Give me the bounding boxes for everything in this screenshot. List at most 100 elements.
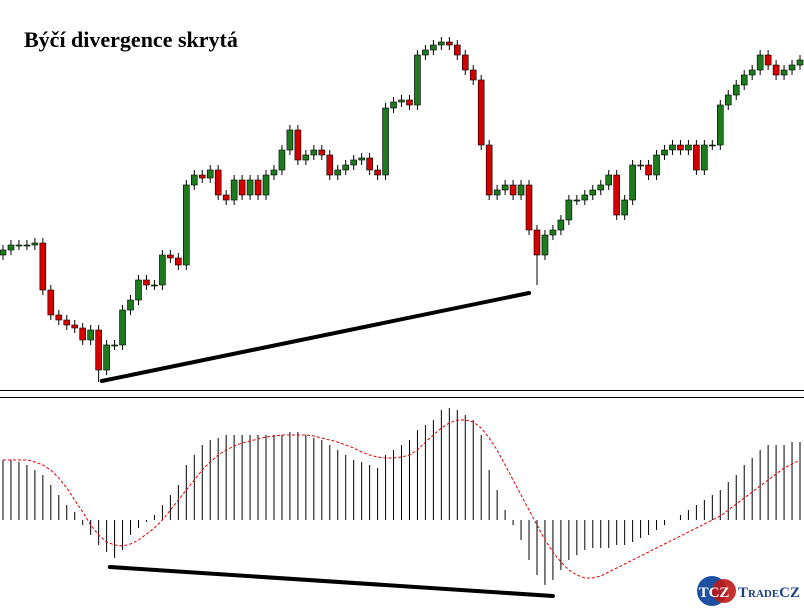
candle-body [47,289,55,316]
candle-body [613,174,620,216]
candle-body [103,344,110,371]
candle-body [493,189,501,196]
candle-body [127,299,134,311]
candle-body [350,159,357,166]
candle-body [302,154,310,161]
candle-body [756,54,764,71]
candle-body [621,199,628,216]
candle-body [430,44,437,51]
candle-body [438,41,445,46]
candle-body [645,164,652,176]
candle-body [159,254,166,286]
candle-body [95,329,102,371]
candle-body [0,249,7,256]
candle-body [31,242,39,246]
candle-body [382,107,389,176]
candle-body [501,184,509,191]
candle-body [446,41,453,46]
candle-body [222,194,230,201]
candle-body [358,157,365,161]
candle-body [167,254,174,259]
candle-body [214,169,222,196]
candle-body [629,164,636,201]
candle-body [254,179,262,196]
candle-body [477,79,485,146]
candle-body [780,69,788,76]
candle-body [732,84,740,96]
candle-body [724,94,732,106]
candle-body [701,144,708,171]
candle-body [709,144,716,147]
candle-body [190,174,198,186]
plot-area [0,37,804,598]
candle-body [374,169,381,176]
candle-body [55,314,63,321]
candle-body [310,149,318,156]
candle-body [764,54,772,66]
logo: TCZ TradeCZ [690,576,804,611]
candle-body [175,257,182,266]
candle-body [509,184,517,196]
candle-body [693,144,700,171]
signal-line [3,419,801,579]
divergence-line [107,565,555,598]
candle-body [669,144,676,151]
candle-body [87,329,94,341]
candle-body [581,194,589,201]
candle-body [788,64,796,71]
candle-body [63,319,71,326]
candle-body [453,44,461,56]
candle-body [183,184,190,266]
candle-body [461,54,469,71]
candle-body [79,327,86,341]
candle-body [262,174,270,196]
candle-body [246,179,254,196]
candle-body [661,149,668,156]
candle-body [15,244,23,247]
candle-body [485,144,493,196]
candle-body [605,174,613,186]
candle-body [557,219,565,231]
candle-body [366,157,373,171]
candle-body [119,309,126,346]
candle-body [318,149,326,156]
candle-body [71,324,79,329]
candle-body [517,184,525,196]
candle-body [716,104,724,146]
candle-body [23,244,31,247]
chart-title: Býčí divergence skrytá [24,27,238,52]
logo-name: TradeCZ [738,585,800,601]
candle-body [685,144,692,151]
candle-body [342,164,350,171]
candle-body [525,184,533,231]
candle-body [135,279,142,301]
candle-body [151,284,158,287]
candle-body [270,169,278,176]
candle-body [238,179,246,196]
candle-body [549,229,557,236]
candle-body [541,234,549,256]
candle-body [597,184,605,191]
logo-mark: TCZ [699,585,730,601]
candle-body [414,54,421,106]
candle-body [637,164,644,167]
logo-circle [712,579,736,603]
candle-body [7,244,15,251]
candle-body [286,129,294,151]
candle-body [326,154,334,176]
candle-body [398,99,405,103]
divergence-line [99,291,532,383]
candle-body [740,74,748,86]
candle-body [422,49,429,56]
candle-body [533,229,541,256]
candle-body [39,242,47,291]
candle-body [111,344,118,347]
candle-body [796,59,804,66]
candle-body [573,199,581,202]
candle-body [294,129,302,161]
candle-body [653,154,660,176]
candle-body [143,279,150,286]
candle-body [206,169,214,179]
candle-body [334,169,342,176]
